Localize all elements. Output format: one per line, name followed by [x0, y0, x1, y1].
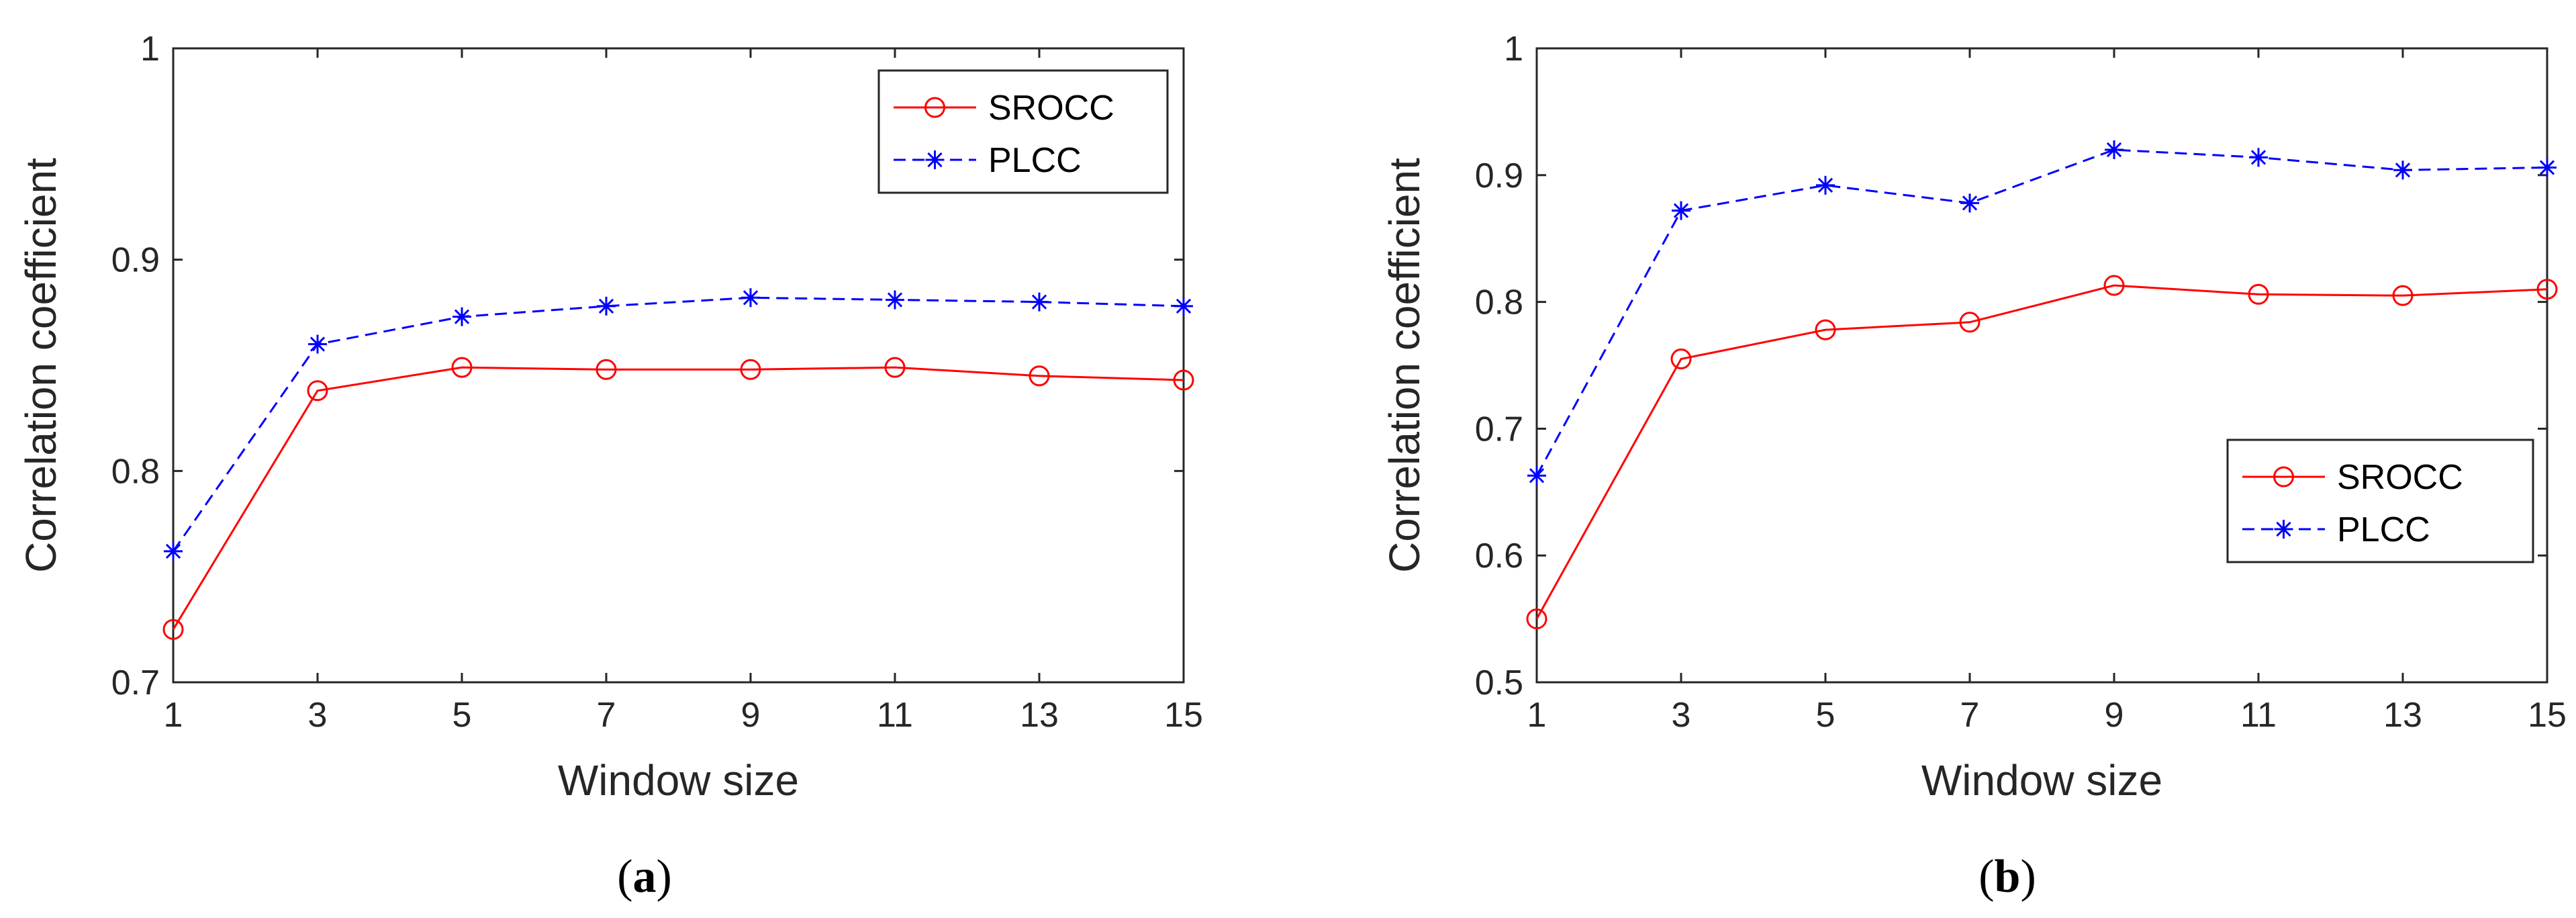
caption-close-paren: )	[2020, 851, 2036, 903]
legend: SROCC PLCC	[877, 69, 1169, 194]
y-axis-label: Correlation coefficient	[17, 158, 65, 573]
x-tick-label: 11	[2240, 696, 2277, 735]
legend-plcc-label: PLCC	[2337, 510, 2430, 549]
legend-plcc-marker	[2274, 520, 2293, 539]
srocc-line	[1535, 284, 2548, 620]
legend-plcc-label: PLCC	[988, 141, 1082, 180]
plcc-point	[1030, 292, 1049, 312]
caption-letter: b	[1995, 851, 2021, 903]
plcc-point	[2249, 148, 2268, 167]
srocc-point	[162, 618, 184, 640]
y-tick-label: 0.6	[1475, 537, 1523, 576]
x-axis-label: Window size	[558, 756, 799, 805]
legend-srocc-marker	[924, 97, 945, 118]
plcc-point	[1816, 175, 1835, 195]
x-tick-label: 9	[2105, 696, 2124, 735]
srocc-point	[595, 359, 617, 380]
legend-box	[2226, 439, 2534, 563]
x-axis-label: Window size	[1921, 756, 2162, 805]
panel-caption: (a)	[617, 851, 672, 903]
caption-open-paren: (	[1978, 851, 1994, 903]
y-tick-label: 0.9	[1475, 156, 1523, 195]
x-tick-label: 5	[1816, 696, 1835, 735]
y-tick-label: 0.8	[1475, 283, 1523, 322]
plcc-point	[2105, 140, 2124, 160]
plot-frame	[1535, 47, 2548, 684]
x-tick-label: 1	[164, 696, 183, 735]
srocc-point	[740, 359, 761, 380]
y-tick-label: 1	[140, 30, 160, 68]
y-tick-label: 0.7	[111, 663, 160, 702]
plcc-line	[1535, 148, 2548, 476]
y-tick-label: 0.7	[1475, 410, 1523, 449]
plcc-point	[452, 307, 471, 326]
y-tick-label: 0.8	[111, 452, 160, 491]
x-tick-label: 1	[1527, 696, 1547, 735]
x-tick-label: 5	[452, 696, 472, 735]
caption-open-paren: (	[617, 851, 632, 903]
srocc-point	[1526, 608, 1547, 630]
x-tick-label: 3	[1672, 696, 1691, 735]
legend-srocc-marker	[2273, 466, 2294, 488]
plot-frame	[172, 47, 1185, 684]
caption-close-paren: )	[657, 851, 672, 903]
srocc-point	[884, 357, 906, 378]
plcc-point	[1527, 466, 1546, 486]
x-tick-label: 3	[308, 696, 328, 735]
srocc-point	[307, 380, 328, 402]
plcc-point	[741, 288, 760, 308]
caption-letter: a	[633, 851, 657, 903]
y-tick-label: 0.9	[111, 241, 160, 280]
srocc-point	[2103, 275, 2125, 296]
y-axis-label: Correlation coefficient	[1380, 158, 1429, 573]
srocc-point	[451, 357, 473, 378]
plcc-point	[1960, 193, 1979, 213]
y-tick-label: 1	[1504, 30, 1523, 68]
x-tick-label: 13	[1020, 696, 1059, 735]
srocc-point	[2536, 279, 2558, 300]
plcc-point	[597, 296, 616, 316]
legend-srocc-label: SROCC	[2337, 458, 2463, 497]
plcc-point	[886, 290, 904, 310]
plcc-point	[1672, 201, 1690, 220]
x-tick-label: 15	[1164, 696, 1203, 735]
plcc-point	[2393, 160, 2412, 180]
plcc-line	[172, 296, 1184, 552]
srocc-point	[1959, 312, 1981, 333]
srocc-point	[1029, 365, 1050, 387]
srocc-point	[2248, 283, 2269, 305]
x-tick-label: 9	[741, 696, 761, 735]
srocc-point	[1173, 369, 1194, 391]
srocc-line	[172, 366, 1184, 631]
legend: SROCC PLCC	[2226, 439, 2534, 563]
plcc-point	[2538, 158, 2557, 177]
x-tick-label: 7	[597, 696, 616, 735]
y-tick-label: 0.5	[1475, 663, 1523, 702]
legend-plcc-marker	[925, 150, 945, 169]
legend-srocc-label: SROCC	[988, 89, 1114, 128]
legend-box	[877, 69, 1169, 194]
panel-caption: (b)	[1978, 851, 2036, 903]
x-tick-label: 7	[1960, 696, 1980, 735]
plcc-point	[308, 334, 327, 354]
plcc-point	[1174, 296, 1193, 316]
srocc-point	[1815, 319, 1836, 340]
srocc-point	[1670, 349, 1692, 370]
srocc-point	[2392, 285, 2414, 306]
plcc-point	[164, 541, 183, 561]
x-tick-label: 15	[2528, 696, 2567, 735]
x-tick-label: 13	[2383, 696, 2422, 735]
x-tick-label: 11	[877, 696, 913, 735]
